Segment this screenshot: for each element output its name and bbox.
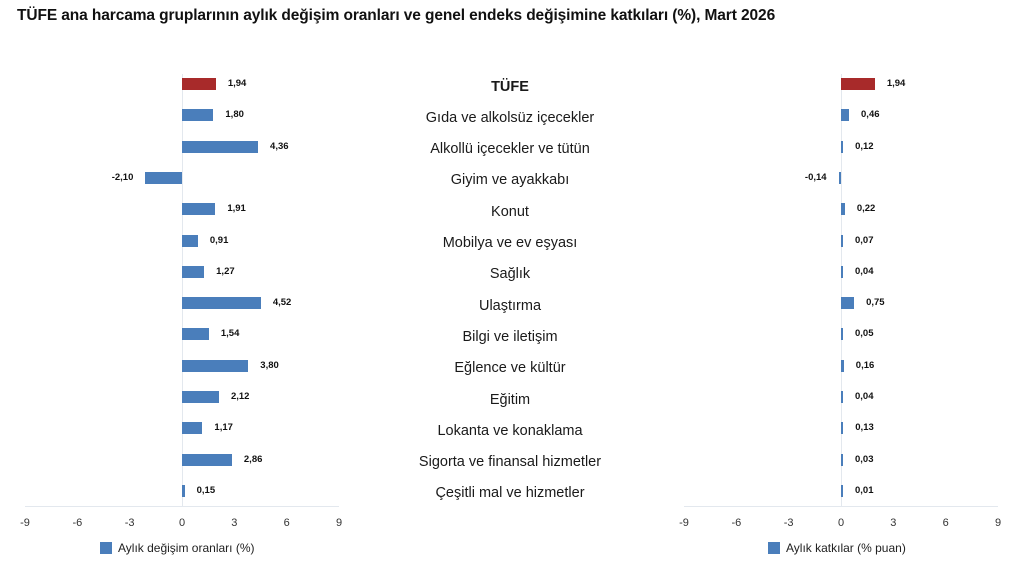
category-label: Sigorta ve finansal hizmetler [418, 454, 602, 471]
category-label: TÜFE [491, 78, 529, 95]
bar-3 [145, 171, 182, 184]
category-label: Eğitim [489, 391, 531, 408]
value-label: 2,12 [230, 391, 250, 402]
bar-2 [182, 140, 259, 153]
value-label: 4,52 [272, 297, 292, 309]
legend-swatch-icon [100, 542, 112, 554]
category-label: Mobilya ve ev eşyası [442, 235, 578, 251]
bar-13 [182, 484, 185, 497]
bar-11 [182, 422, 203, 435]
x-tick-label: -3 [783, 517, 794, 529]
x-axis-line [25, 506, 339, 507]
bar-13 [841, 484, 843, 497]
bar-5 [841, 234, 843, 247]
category-label: Çeşitli mal ve hizmetler [435, 485, 585, 502]
value-label: 1,27 [216, 265, 235, 277]
x-tick-label: 0 [837, 517, 845, 529]
category-label: Bilgi ve iletişim [462, 328, 558, 345]
x-tick-label: 6 [283, 517, 290, 529]
legend-swatch-icon [768, 542, 780, 554]
value-label: 0,91 [209, 234, 229, 246]
value-label: 0,75 [866, 297, 885, 309]
category-label: Giyim ve ayakkabı [450, 172, 570, 189]
category-label: Konut [491, 203, 529, 220]
x-tick-label: 3 [231, 517, 238, 529]
value-label: 0,05 [855, 328, 874, 340]
bar-0 [182, 78, 216, 90]
bar-10 [182, 391, 219, 403]
zero-reference-line [841, 74, 842, 506]
x-tick-label: 9 [994, 517, 1002, 529]
chart-title: TÜFE ana harcama gruplarının aylık değiş… [17, 7, 776, 24]
bar-5 [182, 234, 198, 247]
value-label: 0,13 [855, 422, 874, 434]
x-tick-label: 9 [335, 517, 343, 529]
bar-11 [841, 422, 844, 435]
x-tick-label: -6 [731, 517, 742, 529]
bar-0 [841, 78, 875, 90]
bar-8 [841, 328, 843, 341]
value-label: -2,10 [111, 171, 134, 183]
value-label: 0,16 [855, 359, 875, 371]
value-label: 1,94 [886, 78, 906, 89]
value-label: -0,14 [804, 171, 827, 183]
bar-2 [841, 140, 844, 153]
value-label: 0,46 [861, 109, 880, 121]
value-label: 3,80 [260, 359, 279, 371]
value-label: 0,12 [855, 140, 874, 152]
legend: Aylık değişim oranları (%) [100, 541, 255, 555]
value-label: 1,17 [214, 422, 233, 434]
zero-reference-line [182, 74, 183, 506]
value-label: 1,80 [225, 109, 244, 121]
value-label: 4,36 [270, 140, 289, 152]
x-tick-label: -6 [72, 517, 83, 529]
x-tick-label: 6 [942, 517, 949, 529]
bar-12 [182, 453, 232, 466]
value-label: 0,04 [855, 265, 874, 277]
bar-10 [841, 391, 843, 403]
value-label: 1,91 [227, 203, 246, 215]
category-label: Gıda ve alkolsüz içecekler [425, 109, 595, 126]
bar-1 [182, 109, 214, 122]
bar-7 [182, 297, 261, 310]
x-tick-label: 3 [890, 517, 897, 529]
bar-9 [182, 359, 249, 372]
value-label: 1,94 [227, 78, 247, 89]
bar-9 [841, 359, 844, 372]
bar-6 [841, 265, 843, 278]
bar-1 [841, 109, 850, 122]
x-axis-line [684, 506, 998, 507]
bar-8 [182, 328, 209, 341]
x-tick-label: -3 [124, 517, 135, 529]
bar-6 [182, 265, 205, 278]
bar-4 [841, 203, 845, 216]
value-label: 2,86 [243, 453, 263, 465]
category-label: Lokanta ve konaklama [437, 422, 583, 439]
bar-3 [838, 171, 841, 184]
value-label: 0,22 [856, 203, 876, 215]
value-label: 0,07 [855, 234, 874, 246]
category-label: Ulaştırma [478, 297, 542, 314]
legend-label: Aylık katkılar (% puan) [786, 541, 906, 555]
category-label: Eğlence ve kültür [454, 360, 566, 377]
category-label: Alkollü içecekler ve tütün [430, 141, 590, 158]
value-label: 0,03 [855, 453, 874, 465]
value-label: 0,15 [196, 484, 216, 496]
bar-7 [841, 297, 855, 310]
category-label: Sağlık [489, 266, 531, 283]
x-tick-label: -9 [20, 517, 30, 529]
bar-12 [841, 453, 843, 466]
legend: Aylık katkılar (% puan) [768, 541, 906, 555]
value-label: 1,54 [220, 328, 240, 340]
x-tick-label: -9 [679, 517, 689, 529]
x-tick-label: 0 [178, 517, 186, 529]
value-label: 0,04 [855, 391, 874, 402]
legend-label: Aylık değişim oranları (%) [118, 541, 255, 555]
value-label: 0,01 [855, 484, 874, 496]
bar-4 [182, 203, 216, 216]
